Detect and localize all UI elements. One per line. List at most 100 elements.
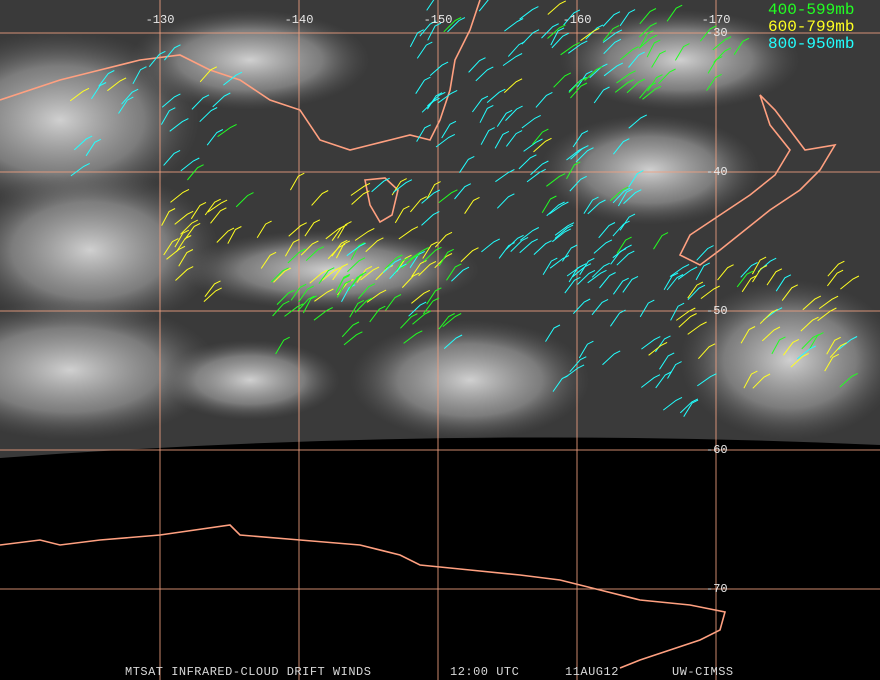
wind-barb bbox=[616, 236, 632, 254]
wind-barb bbox=[614, 79, 635, 93]
longitude-label: -160 bbox=[563, 13, 592, 27]
wind-barb bbox=[510, 236, 529, 252]
wind-barb bbox=[426, 92, 443, 110]
wind-barb bbox=[800, 316, 819, 332]
wind-barb bbox=[628, 51, 645, 68]
wind-barb bbox=[480, 127, 495, 145]
wind-barb bbox=[505, 234, 524, 250]
wind-barb bbox=[752, 265, 768, 283]
wind-barb bbox=[341, 321, 360, 338]
antarctica-coast bbox=[0, 524, 727, 669]
wind-barb bbox=[289, 172, 305, 191]
wind-barb bbox=[712, 36, 732, 51]
wind-barb bbox=[826, 336, 841, 355]
wind-barb bbox=[337, 221, 352, 239]
wind-barb bbox=[199, 107, 218, 123]
wind-barb bbox=[612, 277, 629, 295]
wind-barb bbox=[740, 262, 758, 278]
wind-barb bbox=[612, 244, 632, 259]
wind-barb bbox=[533, 240, 552, 255]
wind-barb bbox=[434, 253, 453, 269]
wind-barb bbox=[207, 199, 228, 213]
wind-barb bbox=[204, 198, 221, 216]
wind-barb bbox=[674, 43, 690, 61]
wind-barb bbox=[824, 353, 840, 372]
wind-barb bbox=[438, 248, 454, 267]
wind-barb bbox=[687, 321, 707, 335]
wind-barb bbox=[687, 281, 704, 299]
wind-barb bbox=[519, 227, 540, 241]
wind-barb bbox=[300, 240, 319, 256]
wind-barb bbox=[210, 207, 227, 224]
wind-barb bbox=[350, 182, 371, 196]
wind-barb bbox=[121, 88, 139, 105]
wind-barb bbox=[591, 262, 610, 278]
wind-barb bbox=[212, 92, 231, 108]
wind-barb bbox=[161, 93, 181, 108]
wind-barb bbox=[545, 324, 561, 342]
wind-barb bbox=[98, 70, 115, 87]
wind-barb bbox=[593, 86, 610, 104]
wind-barb bbox=[468, 57, 486, 73]
wind-barb bbox=[751, 256, 767, 275]
wind-barb bbox=[409, 250, 425, 269]
wind-barb bbox=[357, 283, 376, 300]
wind-barb bbox=[666, 4, 683, 22]
wind-barb bbox=[683, 399, 699, 417]
wind-barb bbox=[796, 345, 817, 360]
wind-barb bbox=[350, 271, 367, 288]
wind-barb bbox=[713, 47, 732, 63]
wind-barb bbox=[827, 260, 845, 277]
wind-barb bbox=[547, 0, 567, 15]
wind-barb bbox=[531, 128, 549, 145]
wind-barb bbox=[160, 107, 176, 125]
wind-barb bbox=[569, 175, 587, 192]
wind-barb bbox=[325, 225, 345, 240]
wind-barb bbox=[563, 9, 581, 26]
wind-barb bbox=[304, 219, 321, 237]
wind-barb bbox=[394, 205, 410, 224]
wind-barb bbox=[699, 25, 717, 42]
wind-barb bbox=[392, 179, 413, 193]
wind-barb bbox=[678, 313, 697, 328]
wind-barb bbox=[546, 201, 565, 217]
wind-barb bbox=[553, 72, 572, 88]
wind-barb bbox=[653, 232, 669, 250]
wind-barb bbox=[360, 266, 380, 281]
wind-barb bbox=[446, 263, 462, 281]
cloud bbox=[540, 115, 760, 225]
wind-barb bbox=[275, 336, 290, 355]
wind-barb bbox=[569, 356, 587, 373]
longitude-label: -170 bbox=[702, 13, 731, 27]
wind-barb bbox=[426, 0, 435, 11]
longitude-label: -130 bbox=[146, 13, 175, 27]
wind-barb bbox=[580, 27, 600, 42]
wind-barb bbox=[371, 177, 390, 193]
wind-barb bbox=[256, 220, 272, 239]
wind-barb bbox=[416, 41, 433, 59]
wind-barb bbox=[736, 270, 754, 288]
wind-barb bbox=[609, 186, 629, 202]
wind-barb bbox=[235, 192, 254, 208]
wind-barb bbox=[646, 39, 661, 58]
wind-barb bbox=[584, 66, 603, 81]
wind-barb bbox=[550, 27, 565, 46]
wind-barb bbox=[341, 284, 356, 302]
wind-barb bbox=[602, 11, 621, 27]
wind-barb bbox=[642, 85, 662, 100]
wind-barb bbox=[551, 32, 570, 49]
wind-barb bbox=[790, 352, 809, 368]
legend-entry: 800-950mb bbox=[768, 35, 854, 53]
wind-barb bbox=[677, 266, 698, 280]
wind-barb bbox=[302, 295, 318, 314]
wind-barb bbox=[227, 226, 242, 244]
cloud bbox=[160, 340, 340, 420]
wind-barb bbox=[782, 338, 800, 356]
wind-barb bbox=[547, 24, 566, 39]
wind-barb bbox=[260, 251, 277, 269]
new-zealand-coast bbox=[678, 94, 837, 266]
wind-barb bbox=[437, 89, 458, 104]
wind-barb bbox=[475, 66, 494, 82]
wind-barb bbox=[602, 350, 621, 366]
wind-barb bbox=[503, 78, 523, 93]
